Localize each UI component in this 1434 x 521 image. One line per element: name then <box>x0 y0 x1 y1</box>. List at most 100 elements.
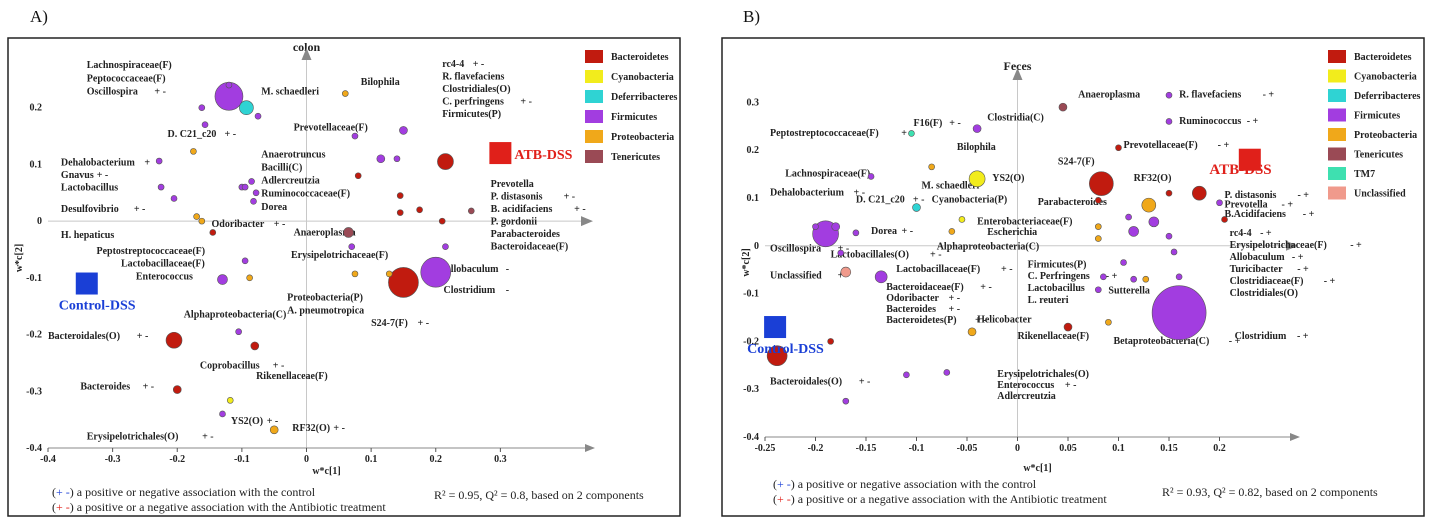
association-sign: + - <box>902 226 914 237</box>
y-tick-label: 0.1 <box>30 159 43 170</box>
association-sign: - + <box>1324 276 1336 287</box>
association-sign: + - <box>980 282 992 293</box>
data-point <box>467 207 475 215</box>
data-point <box>1165 232 1173 240</box>
data-point <box>1170 248 1178 256</box>
x-tick-label: -0.15 <box>856 443 877 454</box>
point-label: M. schaedleri <box>261 87 319 98</box>
data-point <box>157 183 165 191</box>
group-label: ATB-DSS <box>514 148 572 163</box>
x-tick-label: -0.4 <box>40 454 56 465</box>
point-label: C. perfringens <box>442 96 504 107</box>
association-sign: + - <box>473 59 485 70</box>
association-sign: - + <box>1297 190 1309 201</box>
data-point <box>867 173 875 180</box>
data-point <box>438 217 446 225</box>
data-point <box>399 126 408 135</box>
x-tick-label: 0.05 <box>1059 443 1077 454</box>
footnote-control-text: a positive or negative association with … <box>77 485 316 499</box>
point-label: Lactobacillaceae(F) <box>896 264 980 275</box>
data-point <box>840 266 852 278</box>
legend: Bacteroidetes Cyanobacteria Deferribactere… <box>1328 50 1421 200</box>
point-label: Bacilli(C) <box>261 163 302 174</box>
point-label: Bacteroidaceae(F) <box>886 282 964 293</box>
point-label: Odoribacter <box>886 293 939 304</box>
point-label: rc4-4 <box>1230 228 1252 239</box>
point-label: Firmicutes(P) <box>442 109 501 120</box>
association-sign: + - <box>154 87 166 98</box>
association-sign: + <box>144 158 150 169</box>
y-tick-label: -0.1 <box>26 273 42 284</box>
point-label: D. C21_c20 <box>856 195 905 206</box>
footnote-atb: (+ -) a positive or a negative associati… <box>52 500 386 514</box>
data-point <box>348 243 356 250</box>
point-label: Unclassified <box>770 270 822 281</box>
point-label: Enterococcus <box>997 380 1054 391</box>
point-label: Adlercreutzia <box>261 176 320 187</box>
data-point <box>1100 273 1107 281</box>
data-point <box>1175 273 1183 281</box>
label-layer: Lachnospiraceae(F) Peptococcaceae(F) Oscil… <box>48 59 586 443</box>
point-label: Desulfovibrio <box>61 204 119 215</box>
footnote-atb-text: a positive or a negative association wit… <box>77 500 387 514</box>
legend-swatch <box>585 90 603 103</box>
data-point <box>351 270 359 278</box>
x-axis-bottom-arrow <box>585 444 595 452</box>
y-axis-arrow <box>1012 68 1023 80</box>
x-axis-arrow <box>581 216 593 227</box>
data-point <box>250 341 260 351</box>
footnote-control-text: a positive or negative association with … <box>798 477 1037 491</box>
point-label: Anaeroplasma <box>294 227 356 238</box>
data-point <box>766 345 788 367</box>
legend-swatch <box>1328 108 1346 122</box>
association-sign: + - <box>949 293 961 304</box>
point-label: Clostridium <box>1235 331 1287 342</box>
legend-entry: Proteobacteria <box>611 132 674 143</box>
legend-entry: Cyanobacteria <box>1354 72 1417 83</box>
point-label: Peptococcaceae(F) <box>87 74 166 85</box>
data-point <box>170 195 178 202</box>
y-tick-label: 0.2 <box>747 145 760 156</box>
point-label: Dehalobacterium <box>770 188 845 199</box>
panel-frame <box>721 37 1425 517</box>
legend-entry: Deferribacteres <box>611 92 678 103</box>
point-layer <box>155 81 475 435</box>
data-point <box>852 229 860 237</box>
point-label: Gnavus <box>61 170 94 181</box>
point-label: Betaproteobacteria(C) <box>1113 336 1209 347</box>
group-marker <box>75 272 98 295</box>
point-label: Clostridia(C) <box>987 113 1044 124</box>
point-label: Lachnospiraceae(F) <box>785 168 870 179</box>
data-point <box>219 410 226 418</box>
association-sign: - + <box>1292 252 1304 263</box>
data-point <box>1216 199 1223 207</box>
x-axis-label: w*c[1] <box>312 466 340 477</box>
x-tick-label: -0.2 <box>169 454 185 465</box>
legend-entry: Unclassified <box>1354 189 1406 200</box>
point-label: Erysipelotrichaceae(F) <box>291 250 388 261</box>
association-sign: + - <box>273 361 285 372</box>
point-layer <box>766 91 1228 405</box>
point-label: Bacteroides <box>886 304 936 315</box>
point-label: C. Perfringens <box>1028 271 1090 282</box>
legend-swatch <box>1328 167 1346 180</box>
point-label: Lactobacillales(O) <box>831 250 909 261</box>
association-sign: + - <box>202 431 214 442</box>
association-sign: - + <box>1229 336 1241 347</box>
data-point <box>165 331 183 349</box>
data-point <box>827 338 834 345</box>
point-label: Rikenellaceae(F) <box>256 371 328 382</box>
point-label: Ruminococcus <box>1179 116 1241 127</box>
data-point <box>420 256 452 288</box>
data-point <box>928 163 935 171</box>
association-sign: + - <box>901 128 913 139</box>
data-point <box>172 385 182 394</box>
data-point <box>1089 171 1114 196</box>
footnote-control: (+ -) a positive or negative association… <box>773 477 1037 491</box>
data-point <box>1125 213 1132 221</box>
data-point <box>908 130 915 137</box>
data-point <box>437 153 454 170</box>
data-point <box>837 249 845 257</box>
data-point <box>396 192 404 199</box>
legend-entry: Bacteroidetes <box>1354 52 1412 63</box>
